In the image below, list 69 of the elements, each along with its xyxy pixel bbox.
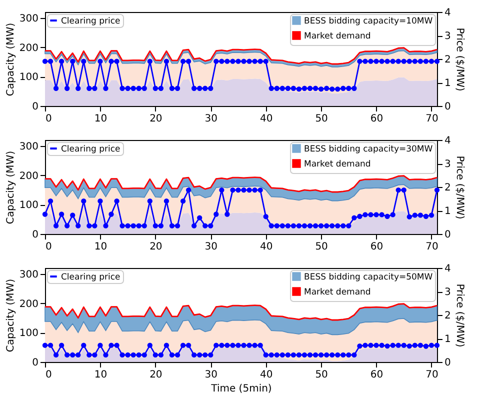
y2-tick-label: 3	[444, 159, 451, 170]
y2-axis-title: Price ($/MW)	[454, 284, 465, 348]
y-tick-label: 300	[19, 141, 38, 152]
y-axis-title: Capacity (MW)	[5, 22, 16, 96]
y-tick-label: 100	[19, 328, 38, 340]
line-series	[44, 303, 438, 321]
x-tick-label: 70	[426, 114, 438, 124]
x-tick-label: 60	[370, 242, 384, 252]
y2-axis-title: Price ($/MW)	[454, 156, 465, 220]
y2-tick-label: 3	[444, 287, 451, 298]
y-tick-label: 300	[19, 13, 38, 24]
y-axis-title: Capacity (MW)	[5, 150, 16, 224]
legend-label: BESS bidding capacity=30MW	[304, 144, 434, 154]
y2-tick-label: 1	[444, 334, 451, 345]
x-tick-label: 50	[315, 242, 328, 252]
legend-label: Market demand	[304, 288, 371, 298]
y2-axis-title: Price ($/MW)	[454, 28, 465, 92]
y-tick-label: 100	[19, 72, 38, 84]
x-tick-label: 40	[260, 242, 273, 252]
y-tick-label: 200	[19, 298, 38, 310]
x-axis-title: Time (5min)	[210, 384, 272, 394]
x-tick-label: 40	[260, 114, 273, 124]
y2-tick-label: 3	[444, 31, 451, 42]
x-tick-label: 20	[150, 114, 162, 124]
y2-tick-label: 4	[444, 264, 451, 274]
legend-label: Clearing price	[61, 144, 120, 154]
x-tick-label: 0	[46, 242, 52, 252]
y2-tick-label: 2	[444, 310, 451, 322]
y-tick-label: 0	[32, 230, 38, 240]
x-tick-label: 0	[46, 114, 52, 124]
legend-label: Market demand	[304, 160, 371, 170]
y-tick-label: 0	[32, 358, 38, 368]
x-tick-label: 20	[150, 242, 162, 252]
x-tick-label: 50	[315, 370, 328, 380]
y2-tick-label: 0	[444, 358, 451, 368]
x-tick-label: 40	[260, 370, 273, 380]
x-tick-label: 60	[370, 114, 384, 124]
x-tick-label: 70	[426, 370, 438, 380]
x-tick-label: 30	[204, 370, 218, 380]
y2-tick-label: 4	[444, 8, 451, 18]
legend-label: Clearing price	[61, 16, 120, 26]
legend-label: BESS bidding capacity=50MW	[304, 272, 434, 282]
y2-tick-label: 0	[444, 230, 451, 240]
y2-tick-label: 0	[444, 102, 451, 112]
y2-tick-label: 1	[444, 206, 451, 217]
x-tick-label: 30	[204, 114, 218, 124]
y-tick-label: 300	[19, 269, 38, 280]
line-series	[44, 175, 438, 193]
legend-label: Market demand	[304, 32, 371, 42]
y2-tick-label: 2	[444, 54, 451, 66]
x-tick-label: 20	[150, 370, 162, 380]
x-tick-label: 30	[204, 242, 218, 252]
x-tick-label: 10	[94, 114, 108, 124]
y2-tick-label: 1	[444, 78, 451, 89]
x-tick-label: 10	[94, 242, 108, 252]
y-tick-label: 200	[19, 42, 38, 54]
x-tick-label: 0	[46, 370, 52, 380]
legend-label: BESS bidding capacity=10MW	[304, 16, 434, 26]
y-tick-label: 200	[19, 170, 38, 182]
x-tick-label: 70	[426, 242, 438, 252]
y2-tick-label: 4	[444, 136, 451, 146]
y-axis-title: Capacity (MW)	[5, 278, 16, 352]
x-tick-label: 60	[370, 370, 384, 380]
y-tick-label: 0	[32, 102, 38, 112]
x-tick-label: 10	[94, 370, 108, 380]
y2-tick-label: 2	[444, 182, 451, 194]
legend-label: Clearing price	[61, 272, 120, 282]
x-tick-label: 50	[315, 114, 328, 124]
y-tick-label: 100	[19, 200, 38, 212]
